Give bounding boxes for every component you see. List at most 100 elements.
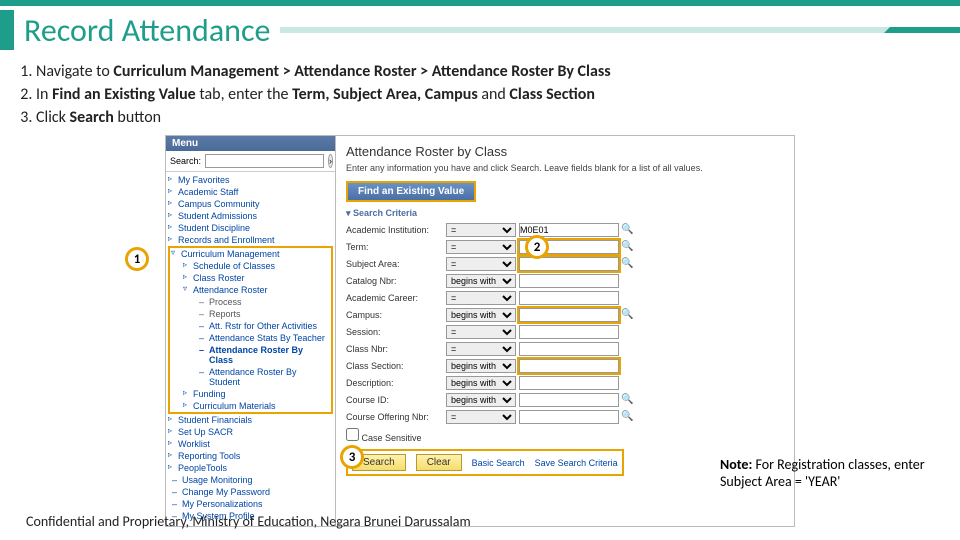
search-label: Search: — [170, 156, 201, 166]
operator-select[interactable]: = — [446, 342, 516, 356]
content-title: Attendance Roster by Class — [346, 144, 784, 159]
form-row: Term: = 🔍 — [346, 240, 784, 254]
menu-item[interactable]: Set Up SACR — [168, 426, 333, 438]
field-label: Catalog Nbr: — [346, 276, 446, 286]
button-row: Search Clear Basic Search Save Search Cr… — [346, 449, 624, 476]
field-input[interactable] — [519, 257, 619, 271]
callout-1: 1 — [125, 247, 149, 271]
menu-item[interactable]: Campus Community — [168, 198, 333, 210]
title-block — [0, 10, 14, 50]
menu-leaf[interactable]: Attendance Roster By Student — [195, 366, 330, 388]
operator-select[interactable]: begins with — [446, 359, 516, 373]
form-row: Campus: begins with 🔍 — [346, 308, 784, 322]
operator-select[interactable]: = — [446, 291, 516, 305]
menu-item[interactable]: Student Discipline — [168, 222, 333, 234]
field-input[interactable] — [519, 342, 619, 356]
menu-leaf[interactable]: Reports — [195, 308, 330, 320]
field-input[interactable] — [519, 393, 619, 407]
operator-select[interactable]: = — [446, 240, 516, 254]
operator-select[interactable]: begins with — [446, 308, 516, 322]
form-row: Description: begins with — [346, 376, 784, 390]
menu-item[interactable]: Student Financials — [168, 414, 333, 426]
form-row: Class Section: begins with — [346, 359, 784, 373]
find-existing-tab[interactable]: Find an Existing Value — [346, 181, 476, 202]
field-label: Session: — [346, 327, 446, 337]
menu-subitem[interactable]: Curriculum Materials — [183, 400, 330, 412]
form-row: Class Nbr: = — [346, 342, 784, 356]
menu-link[interactable]: My Personalizations — [168, 498, 333, 510]
menu-link[interactable]: Change My Password — [168, 486, 333, 498]
menu-leaf[interactable]: Attendance Stats By Teacher — [195, 332, 330, 344]
field-label: Course Offering Nbr: — [346, 412, 446, 422]
operator-select[interactable]: = — [446, 223, 516, 237]
search-go-icon[interactable]: › — [328, 154, 333, 168]
operator-select[interactable]: = — [446, 325, 516, 339]
menu-subitem[interactable]: Schedule of Classes — [183, 260, 330, 272]
field-label: Class Nbr: — [346, 344, 446, 354]
menu-leaf[interactable]: Att. Rstr for Other Activities — [195, 320, 330, 332]
step-3: Click Search button — [36, 108, 960, 127]
menu-item[interactable]: PeopleTools — [168, 462, 333, 474]
menu-item-curriculum[interactable]: Curriculum Management — [171, 248, 330, 260]
search-criteria-header: Search Criteria — [346, 208, 784, 219]
callout-2: 2 — [525, 235, 549, 259]
menu-item[interactable]: Academic Staff — [168, 186, 333, 198]
note-text: Note: For Registration classes, enter Su… — [720, 456, 940, 490]
menu-item[interactable]: Worklist — [168, 438, 333, 450]
field-label: Term: — [346, 242, 446, 252]
page-title: Record Attendance — [24, 11, 270, 50]
field-input[interactable] — [519, 274, 619, 288]
field-input[interactable] — [519, 376, 619, 390]
lookup-icon[interactable]: 🔍 — [621, 394, 633, 406]
basic-search-link[interactable]: Basic Search — [472, 458, 525, 468]
field-label: Academic Career: — [346, 293, 446, 303]
lookup-icon[interactable]: 🔍 — [621, 224, 633, 236]
form-row: Academic Career: = — [346, 291, 784, 305]
menu-search-input[interactable] — [205, 154, 324, 168]
case-sensitive-row: Case Sensitive — [346, 428, 784, 443]
field-input[interactable] — [519, 325, 619, 339]
menu-subitem[interactable]: Class Roster — [183, 272, 330, 284]
operator-select[interactable]: begins with — [446, 376, 516, 390]
lookup-icon[interactable]: 🔍 — [621, 258, 633, 270]
menu-header: Menu — [166, 136, 335, 151]
menu-item[interactable]: Student Admissions — [168, 210, 333, 222]
screenshot-container: 1 2 3 Menu Search: › My FavoritesAcademi… — [165, 135, 795, 527]
field-input[interactable] — [519, 308, 619, 322]
menu-link[interactable]: Usage Monitoring — [168, 474, 333, 486]
field-label: Description: — [346, 378, 446, 388]
field-label: Subject Area: — [346, 259, 446, 269]
field-label: Course ID: — [346, 395, 446, 405]
menu-item[interactable]: Records and Enrollment — [168, 234, 333, 246]
menu-panel: Menu Search: › My FavoritesAcademic Staf… — [166, 136, 336, 526]
lookup-icon[interactable]: 🔍 — [621, 411, 633, 423]
operator-select[interactable]: = — [446, 410, 516, 424]
operator-select[interactable]: begins with — [446, 274, 516, 288]
form-row: Course ID: begins with 🔍 — [346, 393, 784, 407]
menu-subitem[interactable]: Funding — [183, 388, 330, 400]
field-input[interactable] — [519, 291, 619, 305]
screenshot: Menu Search: › My FavoritesAcademic Staf… — [165, 135, 795, 527]
field-input[interactable] — [519, 410, 619, 424]
menu-item[interactable]: My Favorites — [168, 174, 333, 186]
lookup-icon[interactable]: 🔍 — [621, 309, 633, 321]
lookup-icon[interactable]: 🔍 — [621, 241, 633, 253]
case-sensitive-checkbox[interactable] — [346, 428, 359, 441]
form-row: Session: = — [346, 325, 784, 339]
operator-select[interactable]: = — [446, 257, 516, 271]
menu-item[interactable]: Reporting Tools — [168, 450, 333, 462]
operator-select[interactable]: begins with — [446, 393, 516, 407]
menu-leaf[interactable]: Attendance Roster By Class — [195, 344, 330, 366]
field-label: Academic Institution: — [346, 225, 446, 235]
title-tail — [280, 27, 960, 33]
steps-list: Navigate to Curriculum Management > Atte… — [36, 62, 960, 127]
menu-leaf[interactable]: Process — [195, 296, 330, 308]
search-form: Academic Institution: = 🔍 Term: = 🔍 Subj… — [346, 223, 784, 424]
callout-3: 3 — [340, 445, 364, 469]
save-criteria-link[interactable]: Save Search Criteria — [535, 458, 618, 468]
field-input[interactable] — [519, 359, 619, 373]
menu-item-attendance-roster[interactable]: Attendance Roster — [183, 284, 330, 296]
field-label: Class Section: — [346, 361, 446, 371]
clear-button[interactable]: Clear — [416, 454, 462, 471]
menu-search-row: Search: › — [166, 151, 335, 172]
